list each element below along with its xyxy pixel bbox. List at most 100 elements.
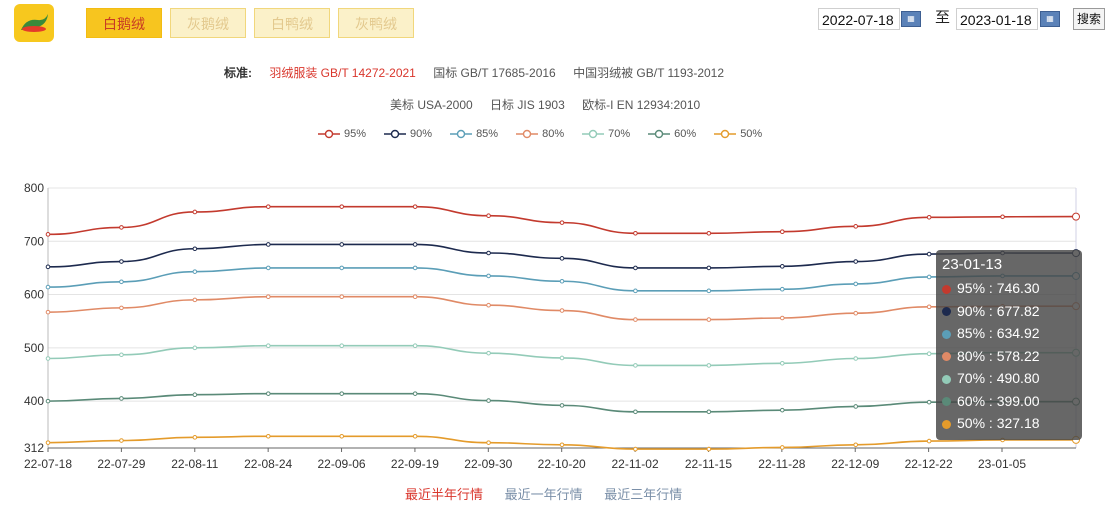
data-point: [119, 438, 124, 443]
data-point: [119, 396, 124, 401]
calendar-icon[interactable]: ▦: [901, 11, 921, 27]
legend-marker-icon: [318, 129, 340, 139]
data-point: [339, 265, 345, 271]
data-point: [633, 265, 638, 271]
end-date-input[interactable]: 2023-01-18: [956, 8, 1038, 30]
data-point: [45, 309, 51, 315]
legend-label: 50%: [740, 128, 763, 140]
standard-link[interactable]: 美标 USA-2000: [390, 98, 473, 112]
series-dot-icon: [942, 397, 951, 407]
tab-white-goose-down[interactable]: 白鹅绒: [86, 8, 162, 38]
x-tick-label: 22-08-24: [244, 457, 292, 471]
calendar-icon[interactable]: ▦: [1040, 11, 1060, 27]
data-point: [45, 440, 51, 445]
tab-white-duck-down[interactable]: 白鸭绒: [254, 8, 330, 38]
data-point: [339, 294, 345, 299]
data-point: [853, 356, 859, 361]
tooltip-row: 60% : 399.00: [942, 390, 1076, 413]
legend-item[interactable]: 95%: [318, 128, 366, 140]
legend-label: 60%: [674, 128, 697, 140]
data-point: [779, 407, 785, 413]
y-tick-label: 400: [24, 394, 44, 408]
data-point: [926, 215, 932, 220]
x-tick-label: 22-12-22: [905, 457, 953, 471]
standard-link[interactable]: 欧标-I EN 12934:2010: [582, 98, 701, 112]
data-point: [706, 317, 712, 322]
data-point: [706, 230, 712, 236]
x-tick-label: 23-01-05: [978, 457, 1026, 471]
data-point: [192, 345, 198, 351]
series-dot-icon: [942, 329, 951, 339]
data-point: [559, 278, 565, 284]
start-date-input[interactable]: 2022-07-18: [818, 8, 900, 30]
legend-label: 85%: [476, 128, 499, 140]
legend-item[interactable]: 85%: [450, 128, 498, 140]
x-tick-label: 22-10-20: [538, 457, 586, 471]
tooltip-row: 50% : 327.18: [942, 412, 1076, 435]
legend-item[interactable]: 60%: [648, 128, 696, 140]
data-point: [119, 225, 124, 230]
data-point: [853, 310, 859, 316]
tooltip-row: 80% : 578.22: [942, 345, 1076, 368]
data-point: [926, 251, 932, 257]
legend-label: 90%: [410, 128, 433, 140]
tab-grey-goose-down[interactable]: 灰鹅绒: [170, 8, 246, 38]
data-point: [265, 242, 271, 247]
legend-item[interactable]: 70%: [582, 128, 630, 140]
standards-row-2: 美标 USA-2000 日标 JIS 1903 欧标-I EN 12934:20…: [390, 96, 714, 113]
x-tick-label: 22-11-15: [685, 457, 732, 471]
series-line: [47, 344, 1077, 367]
tooltip-value: 70% : 490.80: [957, 370, 1040, 386]
data-point: [192, 269, 198, 274]
data-point: [926, 438, 932, 444]
data-point: [412, 242, 418, 247]
data-point: [926, 304, 932, 310]
data-point: [633, 288, 638, 294]
data-point: [706, 265, 712, 271]
range-three-year-link[interactable]: 最近三年行情: [604, 487, 683, 502]
data-point: [486, 398, 491, 403]
y-tick-label: 800: [24, 181, 44, 195]
data-point: [119, 279, 124, 285]
range-one-year-link[interactable]: 最近一年行情: [504, 487, 583, 502]
legend-item[interactable]: 50%: [714, 128, 762, 140]
y-tick-label: 500: [24, 341, 44, 355]
data-point: [265, 343, 271, 349]
duck-icon: [21, 14, 48, 32]
range-half-year-link[interactable]: 最近半年行情: [405, 487, 484, 502]
standard-link[interactable]: 日标 JIS 1903: [490, 98, 565, 112]
data-point: [779, 286, 785, 292]
data-point: [265, 391, 271, 396]
standard-link[interactable]: 羽绒服装 GB/T 14272-2021: [269, 66, 416, 80]
data-point: [45, 232, 51, 237]
legend-marker-icon: [714, 129, 737, 139]
data-point: [45, 284, 51, 290]
search-button[interactable]: 搜索: [1073, 8, 1105, 30]
data-point: [265, 294, 271, 299]
brand-logo: [14, 4, 54, 42]
x-tick-label: 22-11-28: [758, 457, 805, 471]
data-point: [339, 242, 345, 247]
x-tick-label: 22-07-29: [97, 457, 145, 471]
data-point: [486, 250, 491, 256]
data-point: [706, 363, 712, 368]
data-point: [339, 391, 345, 396]
legend-item[interactable]: 80%: [516, 128, 564, 140]
data-point: [559, 442, 565, 448]
x-tick-label: 22-09-30: [464, 457, 512, 471]
legend-item[interactable]: 90%: [384, 128, 432, 140]
data-point: [192, 435, 198, 440]
standard-link[interactable]: 国标 GB/T 17685-2016: [433, 66, 556, 80]
standard-link[interactable]: 中国羽绒被 GB/T 1193-2012: [573, 66, 725, 80]
data-point: [706, 409, 712, 415]
data-point: [853, 404, 859, 409]
series-dot-icon: [942, 307, 951, 317]
data-point: [119, 259, 124, 264]
data-point: [119, 305, 124, 311]
data-point: [633, 409, 638, 415]
legend-marker-icon: [450, 129, 473, 139]
data-point: [706, 446, 712, 452]
tooltip-value: 50% : 327.18: [957, 415, 1040, 431]
data-point: [853, 281, 859, 287]
tab-grey-duck-down[interactable]: 灰鸭绒: [338, 8, 414, 38]
